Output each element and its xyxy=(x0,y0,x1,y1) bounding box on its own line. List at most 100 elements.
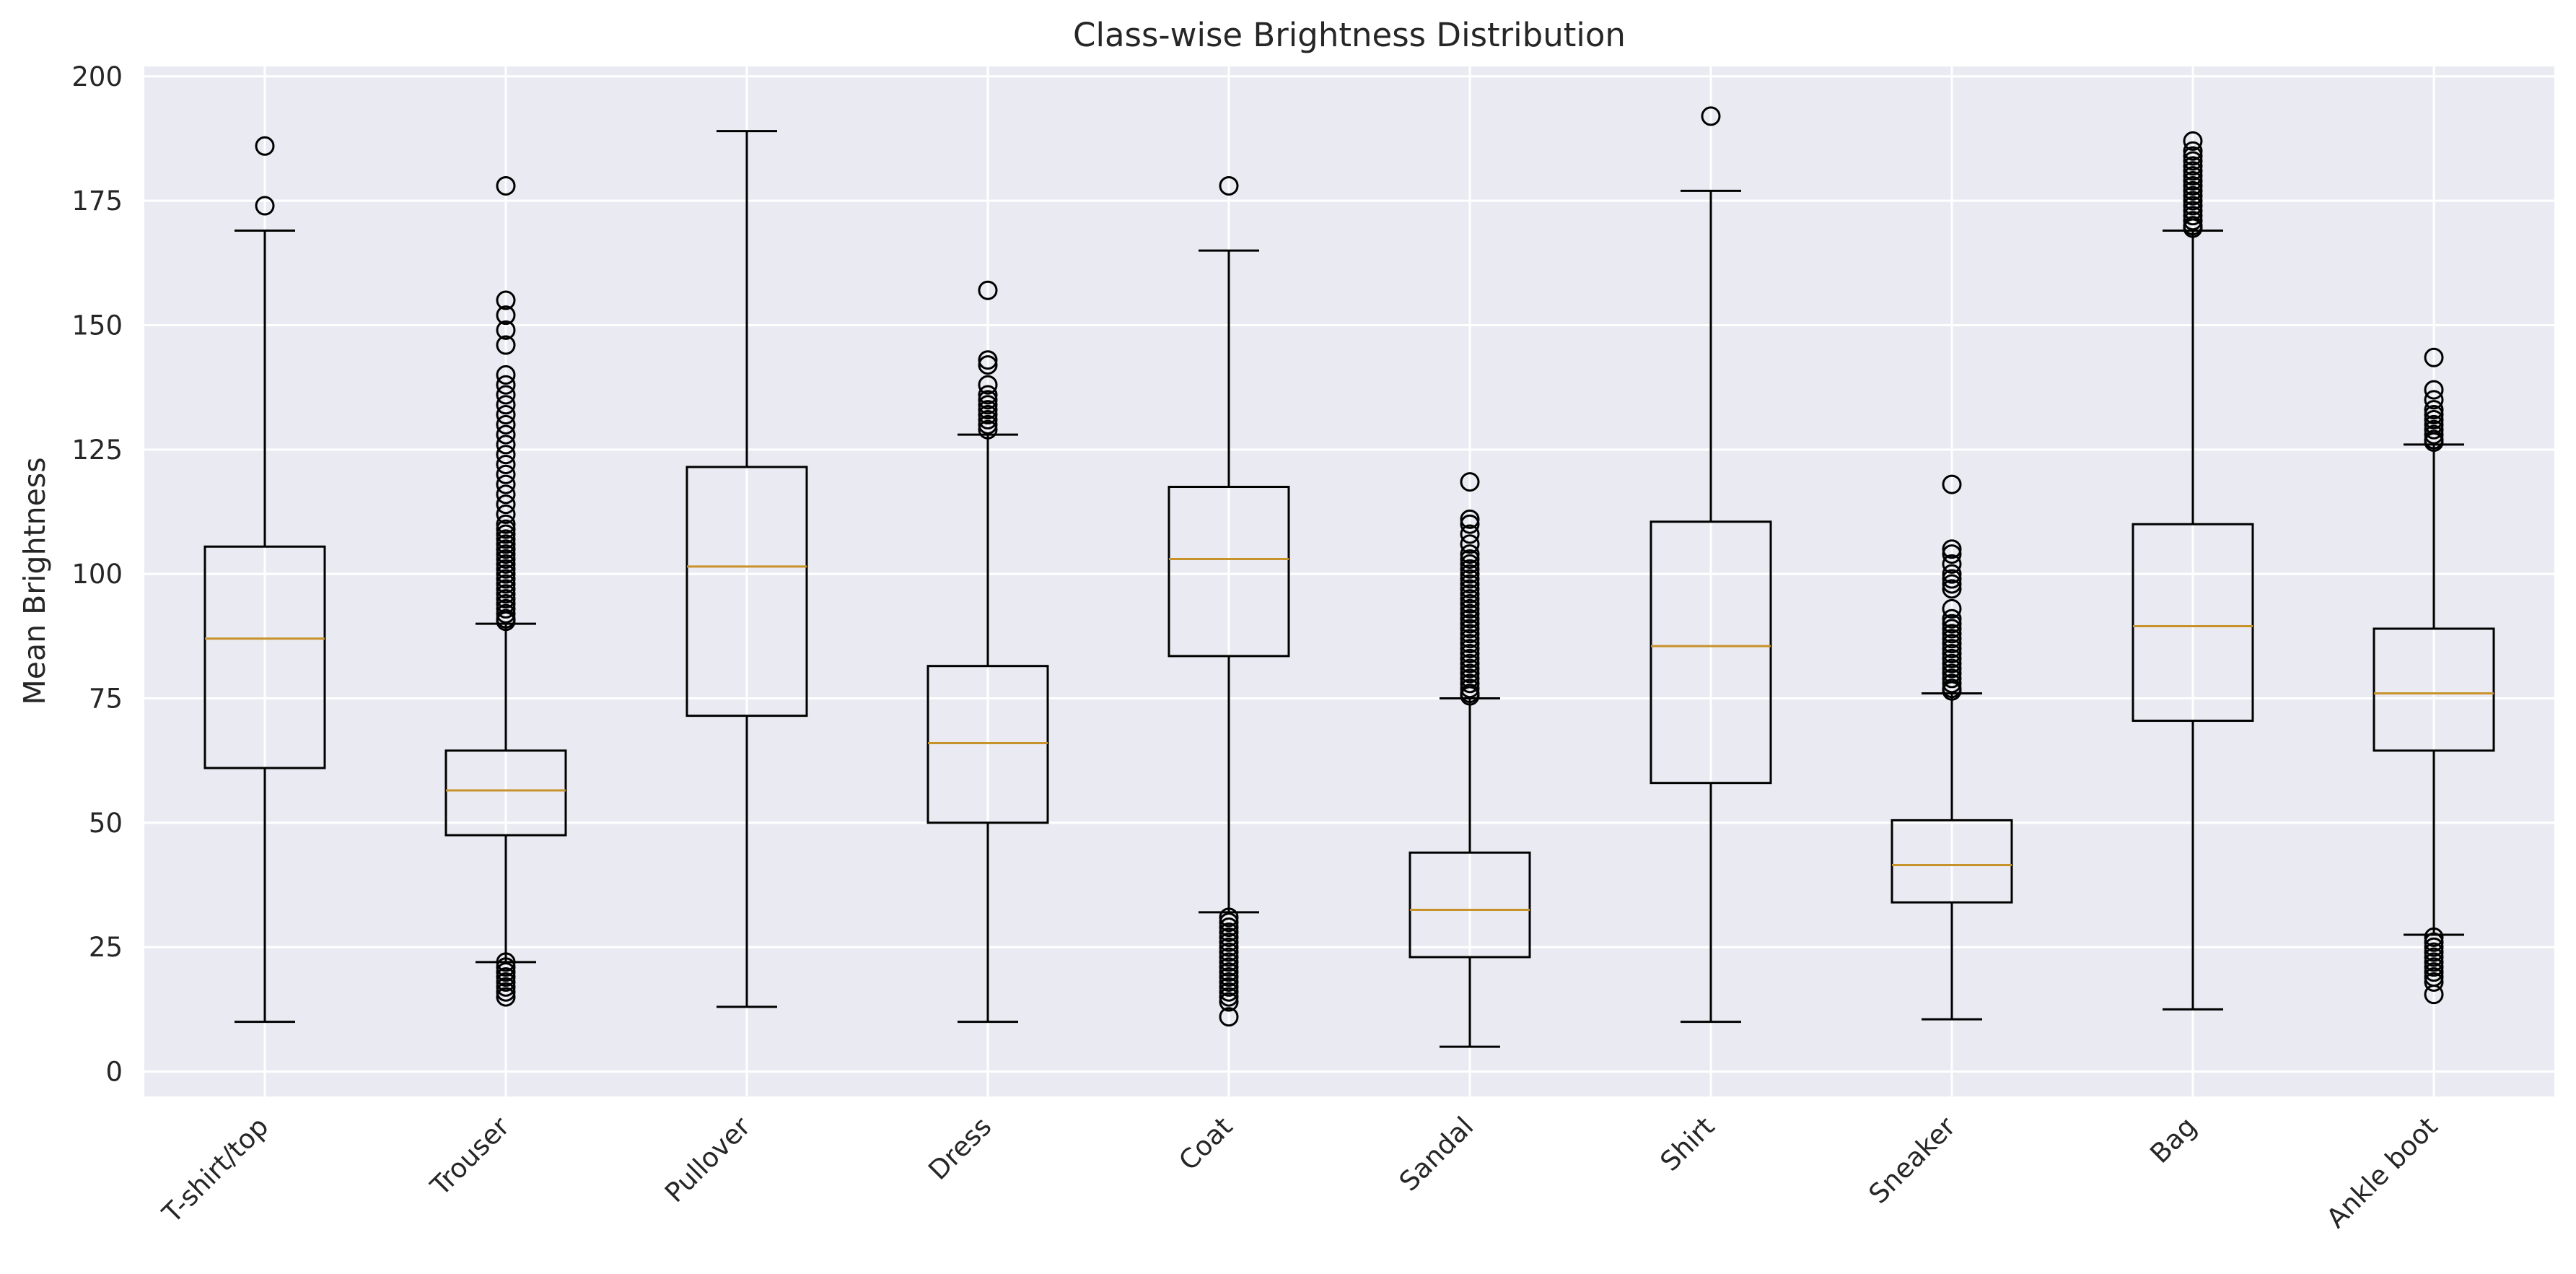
outlier-point xyxy=(1460,534,1480,554)
outlier-point xyxy=(1460,598,1480,619)
iqr-box xyxy=(1650,520,1772,785)
outlier-point xyxy=(1219,175,1239,196)
iqr-box xyxy=(1167,486,1290,658)
outlier-point xyxy=(1460,564,1480,584)
outlier-point xyxy=(1460,608,1480,629)
outlier-point xyxy=(2183,141,2203,161)
outlier-point xyxy=(2183,161,2203,181)
iqr-box xyxy=(2132,523,2254,723)
outlier-point xyxy=(496,435,516,455)
outlier-point xyxy=(1460,603,1480,624)
plot-background xyxy=(144,66,2554,1096)
outlier-point xyxy=(496,564,516,584)
outlier-point xyxy=(1942,614,1962,634)
box-group xyxy=(1650,106,1772,1024)
outlier-point xyxy=(1219,957,1239,977)
outlier-point xyxy=(1219,987,1239,1007)
outlier-point xyxy=(2424,380,2444,400)
box-group xyxy=(444,175,567,1007)
outlier-point xyxy=(1219,962,1239,982)
box-group xyxy=(1409,472,1531,1048)
outlier-point xyxy=(1219,947,1239,967)
outlier-point xyxy=(1942,539,1962,559)
outlier-point xyxy=(2424,927,2444,947)
outlier-point xyxy=(496,549,516,569)
outlier-point xyxy=(2424,957,2444,977)
boxes xyxy=(203,106,2495,1048)
outlier-point xyxy=(978,375,998,395)
x-tick-label: Coat xyxy=(1173,1111,1238,1177)
outlier-point xyxy=(496,320,516,340)
outlier-point xyxy=(1942,658,1962,679)
outlier-point xyxy=(1942,668,1962,689)
box-group xyxy=(2373,347,2495,1005)
outlier-point xyxy=(2424,972,2444,992)
outlier-point xyxy=(1460,673,1480,694)
outlier-point xyxy=(496,474,516,494)
outlier-point xyxy=(1460,579,1480,599)
x-tick-label: Dress xyxy=(922,1111,997,1186)
outlier-point xyxy=(1942,598,1962,619)
outlier-point xyxy=(2424,967,2444,987)
outlier-point xyxy=(1942,569,1962,589)
chart-title: Class-wise Brightness Distribution xyxy=(1073,16,1626,54)
y-tick-label: 50 xyxy=(89,808,123,839)
outlier-point xyxy=(1942,579,1962,599)
outlier-point xyxy=(1460,634,1480,654)
outlier-point xyxy=(1219,942,1239,962)
iqr-box xyxy=(1409,851,1531,959)
outlier-point xyxy=(1460,589,1480,609)
outlier-point xyxy=(496,305,516,326)
outlier-point xyxy=(1942,474,1962,494)
outlier-point xyxy=(1219,972,1239,992)
outlier-point xyxy=(1219,912,1239,933)
outlier-point xyxy=(496,579,516,599)
outlier-point xyxy=(1460,619,1480,639)
outlier-point xyxy=(1219,1007,1239,1027)
outlier-point xyxy=(1460,653,1480,673)
outlier-point xyxy=(496,375,516,395)
y-tick-label: 125 xyxy=(71,435,123,466)
outlier-point xyxy=(1942,619,1962,639)
outlier-point xyxy=(2183,171,2203,191)
outlier-point xyxy=(2424,932,2444,952)
outlier-point xyxy=(1942,648,1962,668)
outlier-point xyxy=(1942,608,1962,629)
outlier-point xyxy=(496,544,516,564)
outlier-point xyxy=(1942,544,1962,564)
outlier-point xyxy=(496,987,516,1007)
outlier-point xyxy=(978,414,998,435)
outlier-point xyxy=(1460,544,1480,564)
outlier-point xyxy=(1460,549,1480,569)
x-tick-label: Ankle boot xyxy=(2321,1111,2444,1234)
outlier-point xyxy=(496,175,516,196)
outlier-point xyxy=(1460,514,1480,534)
y-tick-label: 0 xyxy=(105,1057,123,1088)
iqr-box xyxy=(444,749,567,837)
outlier-point xyxy=(2183,131,2203,151)
box-group xyxy=(926,280,1049,1024)
iqr-box xyxy=(203,545,326,769)
outlier-point xyxy=(2424,405,2444,425)
outlier-point xyxy=(496,584,516,604)
outlier-point xyxy=(2424,347,2444,367)
outlier-point xyxy=(978,280,998,300)
outlier-point xyxy=(1219,982,1239,1002)
outlier-point xyxy=(2183,156,2203,176)
x-tick-label: Shirt xyxy=(1655,1111,1721,1177)
outlier-point xyxy=(1942,663,1962,684)
outlier-point xyxy=(1460,584,1480,604)
outlier-point xyxy=(1460,648,1480,668)
outlier-point xyxy=(1942,639,1962,659)
outlier-point xyxy=(978,390,998,410)
outlier-point xyxy=(496,529,516,549)
outlier-point xyxy=(2183,180,2203,201)
outlier-point xyxy=(1460,509,1480,529)
y-tick-label: 150 xyxy=(71,310,123,341)
outlier-point xyxy=(2183,186,2203,206)
outlier-point xyxy=(496,569,516,589)
outlier-point xyxy=(496,598,516,619)
outlier-point xyxy=(1460,658,1480,679)
outlier-point xyxy=(496,524,516,544)
y-axis-label: Mean Brightness xyxy=(17,457,52,704)
